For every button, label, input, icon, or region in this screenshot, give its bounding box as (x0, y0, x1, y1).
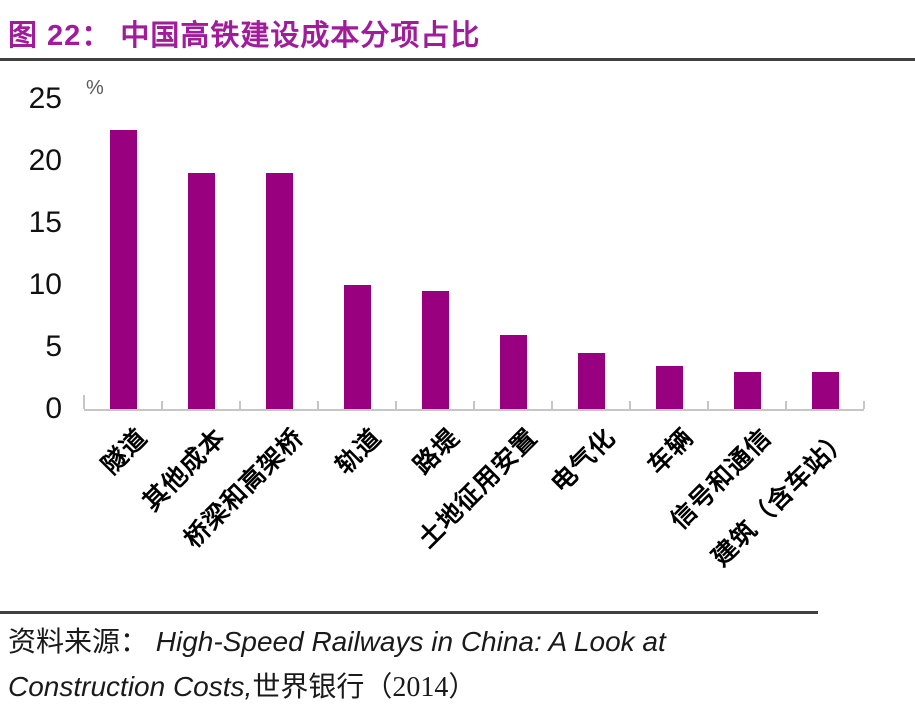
y-axis-tick-label: 25 (28, 82, 62, 115)
source-row: 资料来源： High-Speed Railways in China: A Lo… (0, 611, 818, 714)
x-axis-tick (629, 401, 631, 409)
y-axis-tick-label: 20 (28, 144, 62, 177)
x-axis-tick (239, 401, 241, 409)
bar-6 (499, 334, 527, 409)
x-axis-tick (317, 401, 319, 409)
x-axis-label: 路堤 (408, 423, 466, 480)
x-axis-label: 轨道 (330, 423, 388, 480)
bar-5 (421, 291, 449, 409)
x-axis-tick (707, 401, 709, 409)
x-axis-tick (395, 401, 397, 409)
top-divider (0, 58, 915, 61)
x-axis-tick (551, 401, 553, 409)
x-axis-tick (785, 401, 787, 409)
x-axis-label: 电气化 (546, 423, 622, 499)
figure-title: 图 22： 中国高铁建设成本分项占比 (8, 20, 481, 52)
bar-10 (811, 371, 839, 409)
source-publisher: 世界银行（2014） (252, 672, 477, 703)
x-axis-line (84, 409, 864, 411)
x-axis-tick (83, 395, 85, 409)
bar-9 (733, 371, 761, 409)
bar-3 (265, 173, 293, 409)
x-axis-tick (161, 401, 163, 409)
y-axis-tick-label: 5 (45, 330, 62, 363)
bar-2 (187, 173, 215, 409)
figure-title-row: 图 22： 中国高铁建设成本分项占比 (0, 0, 915, 58)
bar-1 (109, 130, 137, 409)
x-axis-label: 车辆 (642, 423, 700, 480)
x-axis-tick (473, 401, 475, 409)
source-label: 资料来源： (8, 627, 149, 658)
bar-8 (655, 365, 683, 409)
y-axis-tick-label: 15 (28, 206, 62, 239)
bar-chart: % 0 5 10 15 20 25 隧道 其他成本 桥梁和高架桥 轨道 路堤 土地征用安置 电气化 车辆信… (0, 61, 915, 611)
x-axis-label: 隧道 (96, 423, 154, 480)
y-axis-tick-label: 0 (45, 392, 62, 425)
bar-4 (343, 285, 371, 409)
y-axis-tick-label: 10 (28, 268, 62, 301)
y-axis-unit-label: % (86, 77, 104, 99)
source-work-title: High-Speed Railways in China: A Look at … (8, 626, 666, 702)
bar-7 (577, 353, 605, 409)
x-axis-tick (863, 401, 865, 409)
